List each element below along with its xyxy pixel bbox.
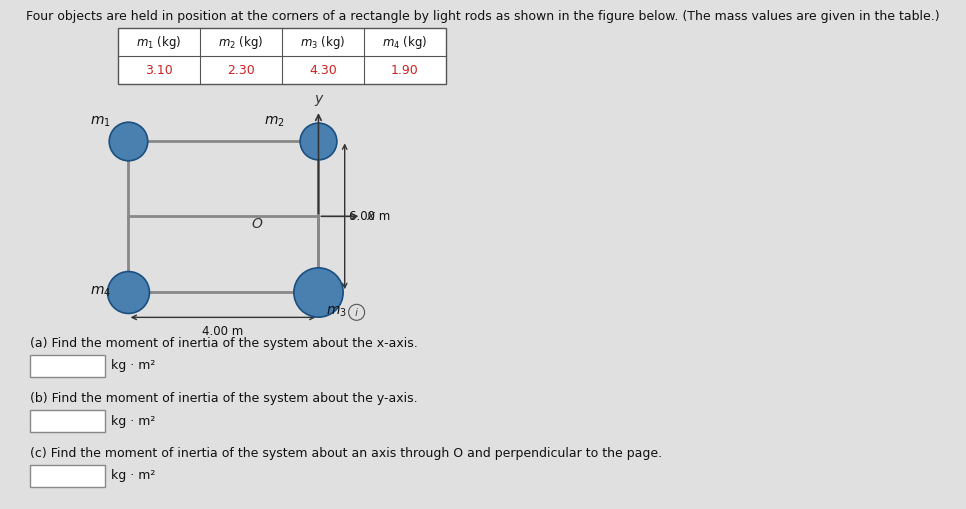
Text: x: x bbox=[366, 209, 375, 223]
Point bbox=[120, 136, 135, 145]
Point bbox=[120, 288, 135, 296]
Text: 4.00 m: 4.00 m bbox=[203, 325, 243, 338]
Point bbox=[311, 136, 327, 145]
Text: $m_4$ (kg): $m_4$ (kg) bbox=[383, 34, 428, 50]
Bar bbox=[30, 355, 105, 377]
Text: $m_3$: $m_3$ bbox=[326, 305, 347, 319]
Text: kg · m²: kg · m² bbox=[111, 469, 156, 483]
Text: $m_2$: $m_2$ bbox=[265, 115, 285, 129]
Text: kg · m²: kg · m² bbox=[111, 414, 156, 428]
Text: Four objects are held in position at the corners of a rectangle by light rods as: Four objects are held in position at the… bbox=[26, 10, 940, 23]
Text: 6.00 m: 6.00 m bbox=[350, 210, 390, 223]
Text: kg · m²: kg · m² bbox=[111, 359, 156, 373]
Text: y: y bbox=[314, 93, 323, 106]
Text: O: O bbox=[251, 217, 262, 231]
Bar bbox=[118, 28, 446, 84]
Text: 2.30: 2.30 bbox=[227, 64, 255, 76]
Text: (b) Find the moment of inertia of the system about the y-axis.: (b) Find the moment of inertia of the sy… bbox=[30, 392, 417, 405]
Text: $m_4$: $m_4$ bbox=[90, 285, 111, 299]
Text: 3.10: 3.10 bbox=[145, 64, 173, 76]
Bar bbox=[30, 465, 105, 487]
Text: (c) Find the moment of inertia of the system about an axis through O and perpend: (c) Find the moment of inertia of the sy… bbox=[30, 447, 662, 460]
Point bbox=[311, 288, 327, 296]
Bar bbox=[30, 410, 105, 432]
Text: $m_3$ (kg): $m_3$ (kg) bbox=[300, 34, 346, 50]
Text: 4.30: 4.30 bbox=[309, 64, 337, 76]
Text: $m_1$ (kg): $m_1$ (kg) bbox=[136, 34, 182, 50]
Text: $m_1$: $m_1$ bbox=[90, 115, 111, 129]
Text: 1.90: 1.90 bbox=[391, 64, 419, 76]
Text: (a) Find the moment of inertia of the system about the x-axis.: (a) Find the moment of inertia of the sy… bbox=[30, 337, 417, 350]
Text: $\mathit{i}$: $\mathit{i}$ bbox=[355, 306, 359, 318]
Text: $m_2$ (kg): $m_2$ (kg) bbox=[218, 34, 264, 50]
